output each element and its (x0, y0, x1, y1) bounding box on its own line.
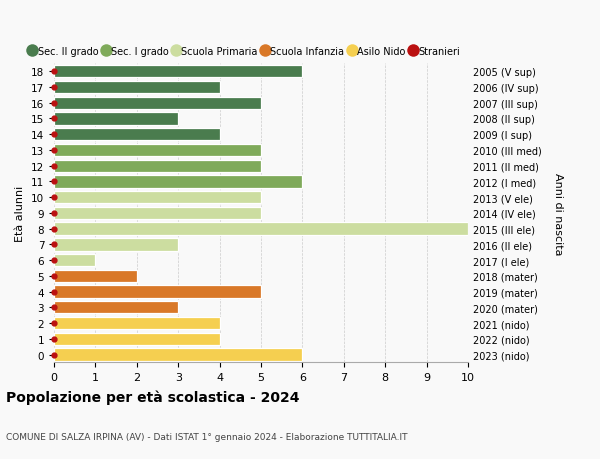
Text: COMUNE DI SALZA IRPINA (AV) - Dati ISTAT 1° gennaio 2024 - Elaborazione TUTTITAL: COMUNE DI SALZA IRPINA (AV) - Dati ISTAT… (6, 431, 407, 441)
Bar (54, 66, 302, 78)
Bar (54, 97, 261, 110)
Bar (54, 113, 178, 125)
Y-axis label: Anni di nascita: Anni di nascita (553, 172, 563, 255)
Bar (54, 160, 261, 173)
Legend: Sec. II grado, Sec. I grado, Scuola Primaria, Scuola Infanzia, Asilo Nido, Stran: Sec. II grado, Sec. I grado, Scuola Prim… (30, 46, 460, 56)
Bar (54, 82, 220, 94)
Bar (54, 145, 261, 157)
Bar (54, 302, 178, 314)
Text: Popolazione per età scolastica - 2024: Popolazione per età scolastica - 2024 (6, 389, 299, 404)
Bar (54, 129, 220, 141)
Bar (54, 254, 95, 267)
Bar (54, 333, 220, 345)
Bar (54, 176, 302, 188)
Bar (54, 270, 137, 282)
Bar (54, 286, 261, 298)
Bar (54, 349, 302, 361)
Bar (54, 207, 261, 219)
Y-axis label: Età alunni: Età alunni (16, 185, 25, 241)
Bar (54, 317, 220, 330)
Bar (54, 223, 468, 235)
Bar (54, 239, 178, 251)
Bar (54, 191, 261, 204)
